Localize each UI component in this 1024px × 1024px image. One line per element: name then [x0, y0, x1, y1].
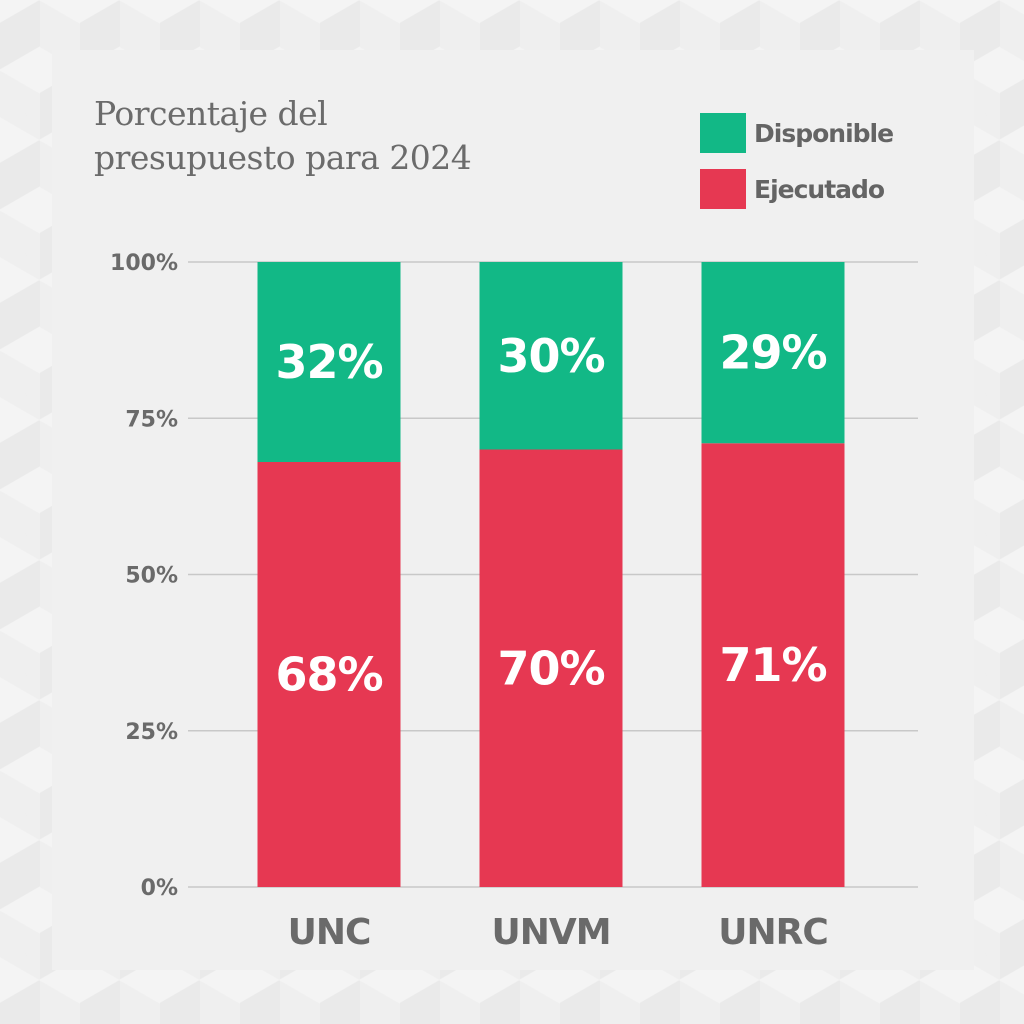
- bar-disponible-unrc: [701, 262, 845, 444]
- y-tick-label-50: 50%: [125, 564, 178, 589]
- legend-item-ejecutado: Ejecutado: [700, 169, 893, 209]
- legend-swatch-disponible: [700, 113, 746, 153]
- data-label-disponible-unc: 32%: [275, 335, 382, 389]
- chart-title-line-1: Porcentaje del: [94, 94, 328, 133]
- y-tick-label-25: 25%: [125, 720, 178, 745]
- x-category-label-unrc: UNRC: [718, 912, 828, 953]
- bar-disponible-unvm: [479, 262, 623, 450]
- y-tick-label-0: 0%: [141, 876, 178, 901]
- data-label-disponible-unrc: 29%: [719, 326, 826, 380]
- legend: Disponible Ejecutado: [700, 113, 894, 225]
- y-tick-label-100: 100%: [110, 251, 178, 276]
- x-category-label-unc: UNC: [288, 912, 371, 953]
- data-label-ejecutado-unc: 68%: [275, 648, 382, 702]
- legend-label-disponible: Disponible: [754, 118, 894, 148]
- legend-item-disponible: Disponible: [700, 113, 894, 153]
- bar-ejecutado-unvm: [479, 449, 623, 887]
- data-label-ejecutado-unvm: 70%: [497, 641, 604, 695]
- data-label-disponible-unvm: 30%: [497, 329, 604, 383]
- data-label-ejecutado-unrc: 71%: [719, 638, 826, 692]
- bar-ejecutado-unrc: [701, 443, 845, 887]
- y-tick-label-75: 75%: [125, 407, 178, 432]
- bar-ejecutado-unc: [257, 462, 401, 887]
- legend-label-ejecutado: Ejecutado: [754, 174, 885, 204]
- legend-swatch-ejecutado: [700, 169, 746, 209]
- bar-disponible-unc: [257, 262, 401, 462]
- chart-title: Porcentaje del presupuesto para 2024: [94, 92, 614, 180]
- chart-title-line-2: presupuesto para 2024: [94, 138, 472, 177]
- x-category-label-unvm: UNVM: [491, 912, 610, 953]
